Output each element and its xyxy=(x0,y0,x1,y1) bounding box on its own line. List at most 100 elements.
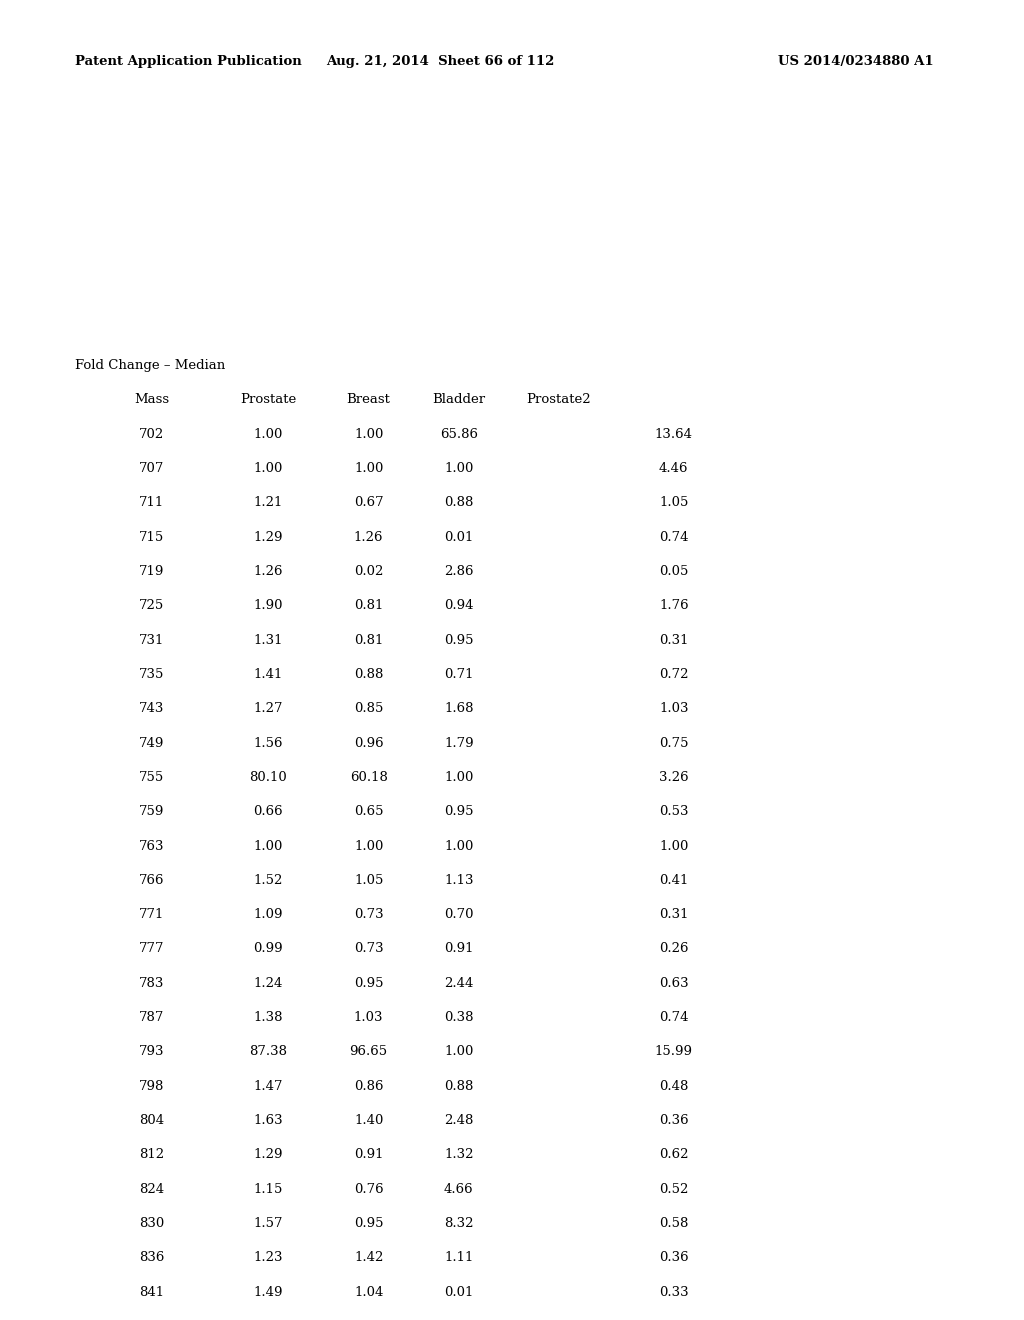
Text: 0.66: 0.66 xyxy=(254,805,283,818)
Text: 0.88: 0.88 xyxy=(444,1080,473,1093)
Text: 0.26: 0.26 xyxy=(659,942,688,956)
Text: 2.44: 2.44 xyxy=(444,977,473,990)
Text: 1.76: 1.76 xyxy=(659,599,688,612)
Text: US 2014/0234880 A1: US 2014/0234880 A1 xyxy=(778,55,934,69)
Text: 0.91: 0.91 xyxy=(354,1148,383,1162)
Text: 0.74: 0.74 xyxy=(659,1011,688,1024)
Text: 0.94: 0.94 xyxy=(444,599,473,612)
Text: 1.05: 1.05 xyxy=(354,874,383,887)
Text: 836: 836 xyxy=(139,1251,164,1265)
Text: 0.75: 0.75 xyxy=(659,737,688,750)
Text: 1.00: 1.00 xyxy=(659,840,688,853)
Text: 1.00: 1.00 xyxy=(444,771,473,784)
Text: 1.42: 1.42 xyxy=(354,1251,383,1265)
Text: 1.52: 1.52 xyxy=(254,874,283,887)
Text: 1.00: 1.00 xyxy=(354,840,383,853)
Text: Mass: Mass xyxy=(134,393,169,407)
Text: 0.71: 0.71 xyxy=(444,668,473,681)
Text: 793: 793 xyxy=(139,1045,164,1059)
Text: 2.48: 2.48 xyxy=(444,1114,473,1127)
Text: Bladder: Bladder xyxy=(432,393,485,407)
Text: 1.63: 1.63 xyxy=(254,1114,283,1127)
Text: 0.58: 0.58 xyxy=(659,1217,688,1230)
Text: 0.52: 0.52 xyxy=(659,1183,688,1196)
Text: 3.26: 3.26 xyxy=(659,771,688,784)
Text: 0.95: 0.95 xyxy=(354,1217,383,1230)
Text: 719: 719 xyxy=(139,565,164,578)
Text: 804: 804 xyxy=(139,1114,164,1127)
Text: 1.21: 1.21 xyxy=(254,496,283,510)
Text: 787: 787 xyxy=(139,1011,164,1024)
Text: 0.81: 0.81 xyxy=(354,634,383,647)
Text: 0.99: 0.99 xyxy=(254,942,283,956)
Text: 0.72: 0.72 xyxy=(659,668,688,681)
Text: 777: 777 xyxy=(139,942,164,956)
Text: 4.46: 4.46 xyxy=(659,462,688,475)
Text: 731: 731 xyxy=(139,634,164,647)
Text: 1.24: 1.24 xyxy=(254,977,283,990)
Text: 1.03: 1.03 xyxy=(659,702,688,715)
Text: 87.38: 87.38 xyxy=(249,1045,288,1059)
Text: 4.66: 4.66 xyxy=(444,1183,473,1196)
Text: 0.95: 0.95 xyxy=(354,977,383,990)
Text: 755: 755 xyxy=(139,771,164,784)
Text: 13.64: 13.64 xyxy=(654,428,693,441)
Text: 0.48: 0.48 xyxy=(659,1080,688,1093)
Text: 0.38: 0.38 xyxy=(444,1011,473,1024)
Text: 0.73: 0.73 xyxy=(354,908,383,921)
Text: 725: 725 xyxy=(139,599,164,612)
Text: 1.05: 1.05 xyxy=(659,496,688,510)
Text: 0.88: 0.88 xyxy=(444,496,473,510)
Text: 0.36: 0.36 xyxy=(659,1251,688,1265)
Text: 1.00: 1.00 xyxy=(254,462,283,475)
Text: Prostate2: Prostate2 xyxy=(525,393,591,407)
Text: 763: 763 xyxy=(139,840,164,853)
Text: 1.68: 1.68 xyxy=(444,702,473,715)
Text: 1.09: 1.09 xyxy=(254,908,283,921)
Text: 1.04: 1.04 xyxy=(354,1286,383,1299)
Text: 0.41: 0.41 xyxy=(659,874,688,887)
Text: 0.96: 0.96 xyxy=(354,737,383,750)
Text: 759: 759 xyxy=(139,805,164,818)
Text: 824: 824 xyxy=(139,1183,164,1196)
Text: 1.13: 1.13 xyxy=(444,874,473,887)
Text: 1.00: 1.00 xyxy=(444,462,473,475)
Text: 1.32: 1.32 xyxy=(444,1148,473,1162)
Text: 0.86: 0.86 xyxy=(354,1080,383,1093)
Text: 2.86: 2.86 xyxy=(444,565,473,578)
Text: 735: 735 xyxy=(139,668,164,681)
Text: 0.73: 0.73 xyxy=(354,942,383,956)
Text: 1.47: 1.47 xyxy=(254,1080,283,1093)
Text: 1.23: 1.23 xyxy=(254,1251,283,1265)
Text: 0.62: 0.62 xyxy=(659,1148,688,1162)
Text: 1.03: 1.03 xyxy=(354,1011,383,1024)
Text: 1.00: 1.00 xyxy=(254,840,283,853)
Text: 0.95: 0.95 xyxy=(444,805,473,818)
Text: 65.86: 65.86 xyxy=(439,428,478,441)
Text: Breast: Breast xyxy=(347,393,390,407)
Text: 1.90: 1.90 xyxy=(254,599,283,612)
Text: 8.32: 8.32 xyxy=(444,1217,473,1230)
Text: 1.00: 1.00 xyxy=(254,428,283,441)
Text: 0.74: 0.74 xyxy=(659,531,688,544)
Text: 0.91: 0.91 xyxy=(444,942,473,956)
Text: 1.79: 1.79 xyxy=(444,737,473,750)
Text: 0.01: 0.01 xyxy=(444,1286,473,1299)
Text: 1.56: 1.56 xyxy=(254,737,283,750)
Text: 1.26: 1.26 xyxy=(254,565,283,578)
Text: 1.40: 1.40 xyxy=(354,1114,383,1127)
Text: 0.70: 0.70 xyxy=(444,908,473,921)
Text: 711: 711 xyxy=(139,496,164,510)
Text: 702: 702 xyxy=(139,428,164,441)
Text: 80.10: 80.10 xyxy=(250,771,287,784)
Text: 715: 715 xyxy=(139,531,164,544)
Text: 0.95: 0.95 xyxy=(444,634,473,647)
Text: 1.49: 1.49 xyxy=(254,1286,283,1299)
Text: 0.01: 0.01 xyxy=(444,531,473,544)
Text: 783: 783 xyxy=(139,977,164,990)
Text: 0.76: 0.76 xyxy=(354,1183,383,1196)
Text: Fold Change – Median: Fold Change – Median xyxy=(75,359,225,372)
Text: Prostate: Prostate xyxy=(241,393,296,407)
Text: 60.18: 60.18 xyxy=(350,771,387,784)
Text: 0.63: 0.63 xyxy=(659,977,688,990)
